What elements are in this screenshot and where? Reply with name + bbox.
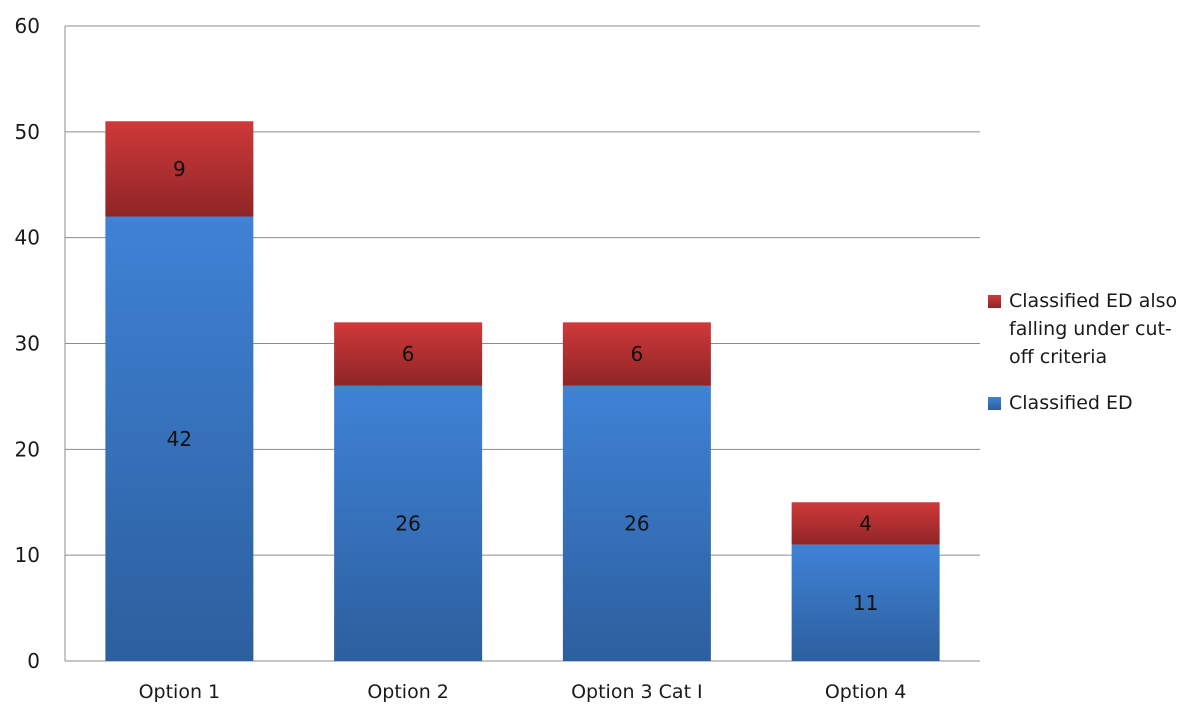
bar-segment-cutoff-criteria bbox=[791, 502, 940, 545]
legend-item-cutoff-criteria: Classified ED also falling under cut-off … bbox=[988, 290, 1177, 368]
bar-segment-classified-ed bbox=[334, 385, 483, 661]
data-label: 6 bbox=[402, 342, 415, 366]
bar-segment-classified-ed bbox=[105, 216, 254, 661]
data-label: 4 bbox=[859, 511, 872, 535]
bar-segment-classified-ed bbox=[562, 385, 711, 661]
data-label: 42 bbox=[167, 427, 192, 451]
legend: Classified ED also falling under cut-off … bbox=[988, 290, 1177, 414]
data-label: 26 bbox=[395, 511, 420, 535]
y-tick-label: 40 bbox=[15, 226, 40, 250]
bars bbox=[105, 121, 940, 661]
data-labels: 42 9 26 6 26 6 11 4 bbox=[167, 157, 879, 615]
legend-label: off criteria bbox=[1009, 346, 1107, 368]
legend-label: falling under cut- bbox=[1009, 318, 1172, 340]
data-label: 26 bbox=[624, 511, 649, 535]
legend-label: Classified ED also bbox=[1009, 290, 1177, 312]
x-category-label: Option 3 Cat I bbox=[571, 681, 703, 703]
y-tick-label: 50 bbox=[15, 120, 40, 144]
bar-segment-cutoff-criteria bbox=[105, 121, 254, 217]
legend-swatch bbox=[988, 397, 1001, 410]
y-axis-tick-labels: 0 10 20 30 40 50 60 bbox=[15, 14, 40, 673]
x-category-label: Option 2 bbox=[367, 681, 449, 703]
y-tick-label: 30 bbox=[15, 332, 40, 356]
data-label: 6 bbox=[631, 342, 644, 366]
y-tick-label: 60 bbox=[15, 14, 40, 38]
bar-segment-classified-ed bbox=[791, 544, 940, 661]
x-category-label: Option 1 bbox=[139, 681, 221, 703]
legend-label: Classified ED bbox=[1009, 392, 1133, 414]
x-axis-category-labels: Option 1 Option 2 Option 3 Cat I Option 4 bbox=[139, 681, 907, 703]
legend-item-classified-ed: Classified ED bbox=[988, 392, 1133, 414]
bar-segment-cutoff-criteria bbox=[334, 322, 483, 386]
x-category-label: Option 4 bbox=[825, 681, 907, 703]
legend-swatch bbox=[988, 295, 1001, 308]
data-label: 9 bbox=[173, 157, 186, 181]
y-tick-label: 0 bbox=[27, 649, 40, 673]
data-label: 11 bbox=[853, 591, 878, 615]
y-tick-label: 10 bbox=[15, 543, 40, 567]
y-tick-label: 20 bbox=[15, 437, 40, 461]
bar-segment-cutoff-criteria bbox=[562, 322, 711, 386]
